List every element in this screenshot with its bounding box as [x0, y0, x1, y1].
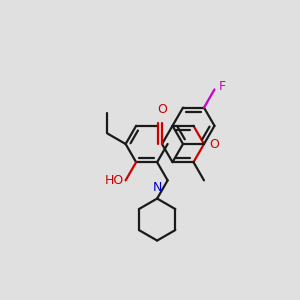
Text: F: F [219, 80, 226, 93]
Text: O: O [157, 103, 167, 116]
Text: HO: HO [105, 174, 124, 187]
Text: O: O [209, 137, 219, 151]
Text: N: N [152, 181, 162, 194]
